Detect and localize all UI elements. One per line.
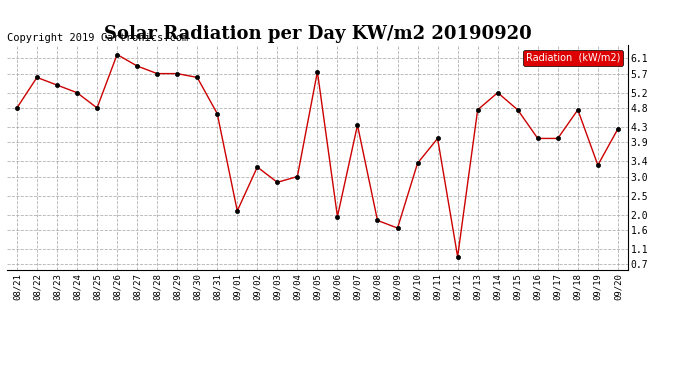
Text: Copyright 2019 Cartronics.com: Copyright 2019 Cartronics.com — [7, 33, 188, 43]
Legend: Radiation  (kW/m2): Radiation (kW/m2) — [523, 50, 623, 66]
Title: Solar Radiation per Day KW/m2 20190920: Solar Radiation per Day KW/m2 20190920 — [104, 26, 531, 44]
